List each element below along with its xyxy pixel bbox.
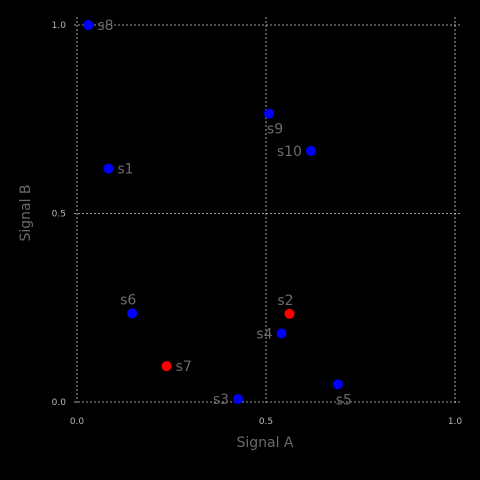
point-label-s9: s9 — [267, 122, 283, 138]
point-label-s4: s4 — [256, 326, 272, 342]
tick-labels: 0.0 0.5 1.0 0.0 0.5 1.0 — [52, 21, 463, 427]
point-labels: s1 s2 s3 s4 s5 s6 s7 s8 s9 s10 — [97, 18, 352, 408]
data-point-s7 — [161, 361, 172, 372]
data-point-s4 — [276, 328, 287, 339]
data-point-s9 — [264, 108, 275, 119]
data-point-s6 — [127, 308, 138, 319]
point-label-s6: s6 — [120, 292, 136, 308]
data-point-s1 — [103, 163, 114, 174]
data-point-s10 — [305, 145, 316, 156]
point-label-s5: s5 — [336, 392, 352, 408]
x-tick-label: 0.0 — [70, 417, 85, 427]
y-axis-label: Signal B — [18, 184, 34, 241]
point-label-s10: s10 — [277, 144, 302, 160]
point-label-s7: s7 — [176, 359, 192, 375]
y-tick-label: 0.5 — [52, 210, 66, 220]
x-axis-label: Signal A — [236, 435, 293, 451]
x-tick-label: 1.0 — [448, 417, 463, 427]
point-label-s8: s8 — [97, 18, 113, 34]
data-points — [83, 20, 343, 404]
grid — [74, 17, 461, 405]
point-label-s1: s1 — [117, 162, 133, 178]
x-tick-label: 0.5 — [259, 417, 273, 427]
data-point-s3 — [233, 393, 244, 404]
point-label-s2: s2 — [277, 293, 293, 309]
point-label-s3: s3 — [213, 392, 229, 408]
data-point-s8 — [83, 20, 94, 30]
y-tick-label: 0.0 — [52, 398, 67, 408]
data-point-s2 — [284, 308, 295, 319]
y-tick-label: 1.0 — [52, 21, 67, 31]
data-point-s5 — [332, 379, 343, 390]
